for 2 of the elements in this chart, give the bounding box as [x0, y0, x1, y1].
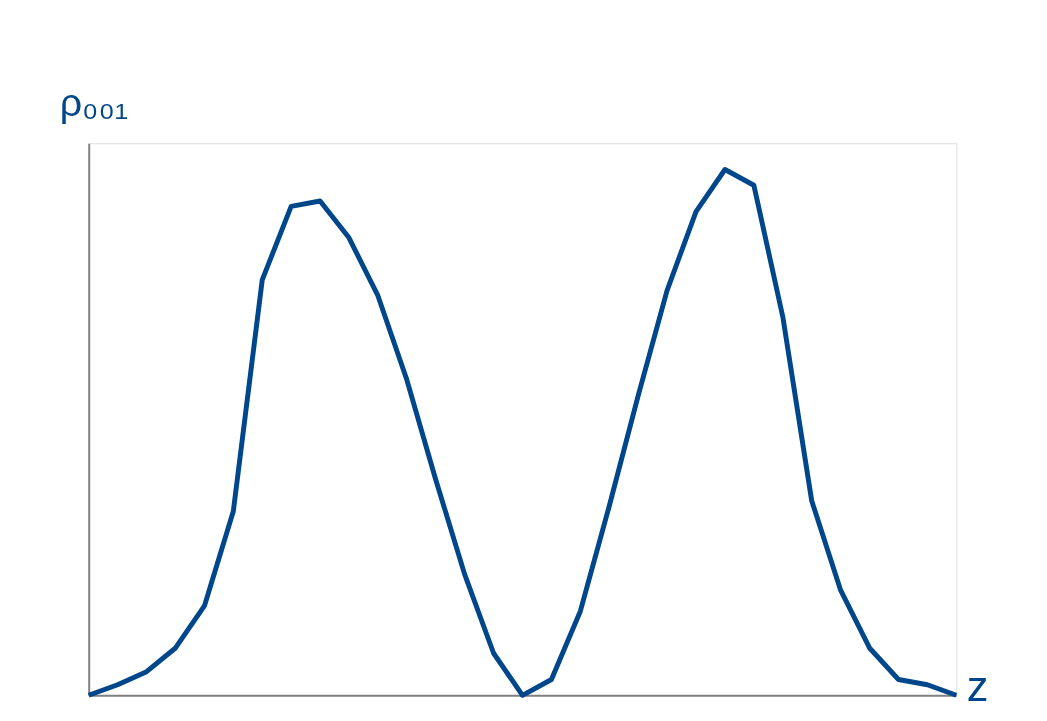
- y-axis-title: ρ₀₀₁: [59, 80, 129, 125]
- x-axis-title: z: [966, 661, 989, 710]
